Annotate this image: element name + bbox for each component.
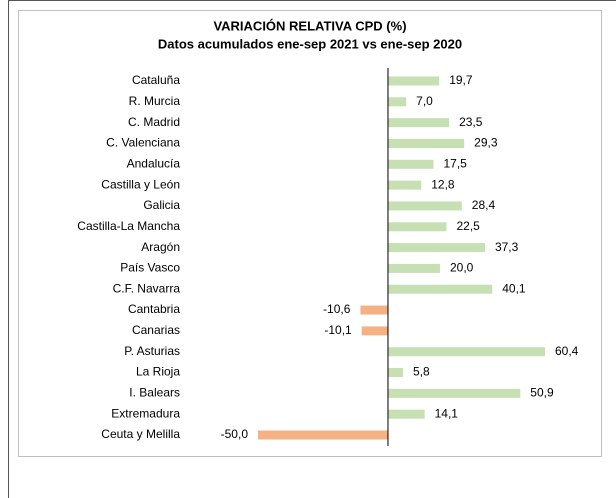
bar	[361, 326, 388, 336]
bar	[387, 97, 407, 107]
value-label: 40,1	[502, 281, 526, 295]
value-label: 29,3	[474, 136, 498, 150]
value-label: 17,5	[443, 156, 467, 170]
bar	[387, 138, 465, 148]
chart-border	[18, 10, 602, 457]
value-label: 5,8	[413, 365, 430, 379]
category-label: Extremadura	[111, 406, 180, 420]
value-label: 60,4	[555, 344, 579, 358]
bar	[387, 76, 440, 86]
bar	[387, 118, 450, 128]
bar	[387, 180, 422, 190]
category-label: R. Murcia	[129, 94, 181, 108]
category-label: Andalucía	[127, 156, 181, 170]
category-label: Canarias	[132, 323, 180, 337]
bar	[387, 388, 521, 398]
chart-title: VARIACIÓN RELATIVA CPD (%)	[213, 18, 406, 33]
category-label: País Vasco	[120, 261, 180, 275]
value-label: 50,9	[530, 386, 554, 400]
bar	[387, 409, 425, 419]
value-label: 28,4	[472, 198, 496, 212]
category-label: Castilla-La Mancha	[77, 219, 180, 233]
value-label: 14,1	[435, 406, 459, 420]
category-label: Cantabria	[128, 302, 180, 316]
value-label: 7,0	[416, 94, 433, 108]
value-label: 22,5	[456, 219, 480, 233]
bar	[387, 368, 404, 378]
value-label: -10,6	[323, 302, 351, 316]
bar	[258, 430, 388, 440]
category-label: Castilla y León	[101, 177, 180, 191]
value-label: 23,5	[459, 115, 483, 129]
bar	[387, 201, 462, 211]
value-label: -50,0	[221, 427, 249, 441]
category-label: C. Madrid	[128, 115, 180, 129]
bar	[387, 347, 545, 357]
category-label: Aragón	[141, 240, 180, 254]
value-label: 20,0	[450, 261, 474, 275]
category-label: Ceuta y Melilla	[101, 427, 180, 441]
category-label: Cataluña	[132, 73, 180, 87]
value-label: 19,7	[449, 73, 473, 87]
chart-subtitle: Datos acumulados ene-sep 2021 vs ene-sep…	[158, 36, 462, 51]
bar	[387, 284, 493, 294]
bar	[387, 263, 440, 273]
category-label: I. Balears	[129, 386, 180, 400]
category-label: La Rioja	[136, 365, 180, 379]
category-label: P. Asturias	[124, 344, 180, 358]
value-label: 37,3	[495, 240, 519, 254]
category-label: Galicia	[143, 198, 180, 212]
bar	[387, 243, 485, 253]
bar	[387, 159, 434, 169]
value-label: 12,8	[431, 177, 455, 191]
bar	[387, 222, 447, 232]
category-label: C. Valenciana	[106, 136, 180, 150]
bar	[360, 305, 388, 315]
category-label: C.F. Navarra	[113, 281, 181, 295]
value-label: -10,1	[324, 323, 352, 337]
